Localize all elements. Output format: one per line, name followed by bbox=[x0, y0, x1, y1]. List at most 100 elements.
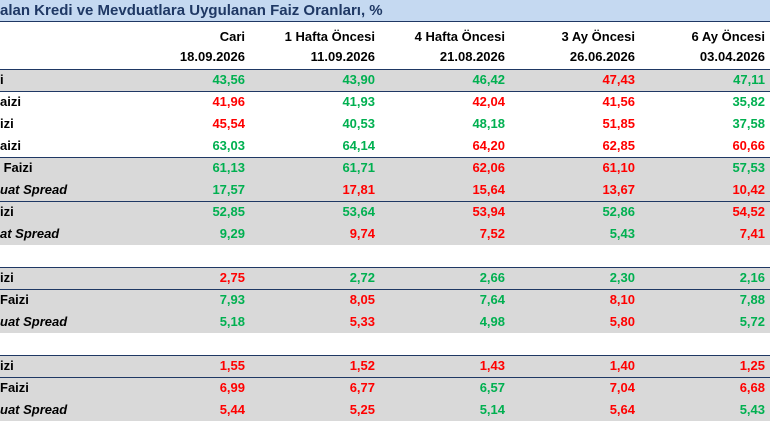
cell-value: 37,58 bbox=[732, 116, 765, 131]
cell-value: 43,56 bbox=[212, 72, 245, 87]
cell-value: 5,14 bbox=[479, 402, 505, 417]
cell-value: 41,96 bbox=[212, 94, 245, 109]
cell-value: 9,29 bbox=[219, 226, 245, 241]
cell-value: 2,72 bbox=[349, 270, 375, 285]
row-label: izi bbox=[0, 116, 14, 131]
row-shade bbox=[0, 201, 770, 223]
cell-value: 43,90 bbox=[342, 72, 375, 87]
cell-value: 5,18 bbox=[219, 314, 245, 329]
cell-value: 17,81 bbox=[342, 182, 375, 197]
row-label: izi bbox=[0, 270, 14, 285]
row-label: izi bbox=[0, 204, 14, 219]
row-shade bbox=[0, 399, 770, 421]
cell-value: 51,85 bbox=[602, 116, 635, 131]
cell-value: 15,64 bbox=[472, 182, 505, 197]
column-header: 6 Ay Öncesi bbox=[691, 29, 765, 44]
cell-value: 1,40 bbox=[609, 358, 635, 373]
cell-value: 1,55 bbox=[219, 358, 245, 373]
cell-value: 7,04 bbox=[609, 380, 635, 395]
cell-value: 62,85 bbox=[602, 138, 635, 153]
cell-value: 1,43 bbox=[479, 358, 505, 373]
row-label: aizi bbox=[0, 138, 21, 153]
cell-value: 64,14 bbox=[342, 138, 375, 153]
row-label: uat Spread bbox=[0, 402, 68, 417]
cell-value: 61,71 bbox=[342, 160, 375, 175]
cell-value: 35,82 bbox=[732, 94, 765, 109]
cell-value: 7,41 bbox=[739, 226, 765, 241]
row-shade bbox=[0, 179, 770, 201]
cell-value: 5,25 bbox=[349, 402, 375, 417]
cell-value: 2,66 bbox=[479, 270, 505, 285]
row-label: izi bbox=[0, 358, 14, 373]
cell-value: 41,93 bbox=[342, 94, 375, 109]
cell-value: 47,43 bbox=[602, 72, 635, 87]
cell-value: 61,13 bbox=[212, 160, 245, 175]
cell-value: 5,44 bbox=[219, 402, 245, 417]
cell-value: 6,77 bbox=[349, 380, 375, 395]
column-header: 1 Hafta Öncesi bbox=[284, 29, 375, 44]
cell-value: 17,57 bbox=[212, 182, 245, 197]
row-rule bbox=[0, 267, 770, 268]
cell-value: 7,88 bbox=[739, 292, 765, 307]
cell-value: 5,33 bbox=[349, 314, 375, 329]
row-shade bbox=[0, 377, 770, 399]
column-header: Cari bbox=[219, 29, 245, 44]
row-label: uat Spread bbox=[0, 182, 68, 197]
row-shade bbox=[0, 267, 770, 289]
cell-value: 57,53 bbox=[732, 160, 765, 175]
cell-value: 46,42 bbox=[472, 72, 505, 87]
column-header: 3 Ay Öncesi bbox=[561, 29, 635, 44]
cell-value: 60,66 bbox=[732, 138, 765, 153]
cell-value: 63,03 bbox=[212, 138, 245, 153]
cell-value: 61,10 bbox=[602, 160, 635, 175]
row-label: Faizi bbox=[0, 380, 29, 395]
cell-value: 6,68 bbox=[739, 380, 765, 395]
cell-value: 41,56 bbox=[602, 94, 635, 109]
cell-value: 5,43 bbox=[609, 226, 635, 241]
row-label: i bbox=[0, 72, 4, 87]
cell-value: 53,94 bbox=[472, 204, 505, 219]
row-shade bbox=[0, 69, 770, 91]
cell-value: 1,25 bbox=[739, 358, 765, 373]
row-shade bbox=[0, 355, 770, 377]
column-date: 18.09.2026 bbox=[179, 49, 245, 64]
cell-value: 5,43 bbox=[739, 402, 765, 417]
row-rule bbox=[0, 355, 770, 356]
cell-value: 8,10 bbox=[609, 292, 635, 307]
cell-value: 2,16 bbox=[739, 270, 765, 285]
cell-value: 2,30 bbox=[609, 270, 635, 285]
cell-value: 7,64 bbox=[479, 292, 505, 307]
cell-value: 7,93 bbox=[219, 292, 245, 307]
cell-value: 10,42 bbox=[732, 182, 765, 197]
column-date: 11.09.2026 bbox=[310, 49, 375, 64]
row-rule bbox=[0, 157, 770, 158]
cell-value: 53,64 bbox=[342, 204, 375, 219]
row-rule bbox=[0, 377, 770, 378]
row-label: at Spread bbox=[0, 226, 60, 241]
cell-value: 8,05 bbox=[349, 292, 375, 307]
cell-value: 5,72 bbox=[739, 314, 765, 329]
cell-value: 45,54 bbox=[212, 116, 245, 131]
row-shade bbox=[0, 157, 770, 179]
cell-value: 6,57 bbox=[479, 380, 505, 395]
cell-value: 42,04 bbox=[472, 94, 505, 109]
cell-value: 52,85 bbox=[212, 204, 245, 219]
cell-value: 62,06 bbox=[472, 160, 505, 175]
title: alan Kredi ve Mevduatlara Uygulanan Faiz… bbox=[0, 0, 770, 22]
cell-value: 13,67 bbox=[602, 182, 635, 197]
row-label: aizi bbox=[0, 94, 21, 109]
cell-value: 1,52 bbox=[349, 358, 375, 373]
cell-value: 2,75 bbox=[219, 270, 245, 285]
row-rule bbox=[0, 289, 770, 290]
row-rule bbox=[0, 91, 770, 92]
cell-value: 4,98 bbox=[479, 314, 505, 329]
row-shade bbox=[0, 223, 770, 245]
cell-value: 54,52 bbox=[732, 204, 765, 219]
row-label: Faizi bbox=[0, 292, 29, 307]
row-rule bbox=[0, 201, 770, 202]
cell-value: 64,20 bbox=[472, 138, 505, 153]
cell-value: 9,74 bbox=[349, 226, 375, 241]
cell-value: 48,18 bbox=[472, 116, 505, 131]
cell-value: 7,52 bbox=[479, 226, 505, 241]
